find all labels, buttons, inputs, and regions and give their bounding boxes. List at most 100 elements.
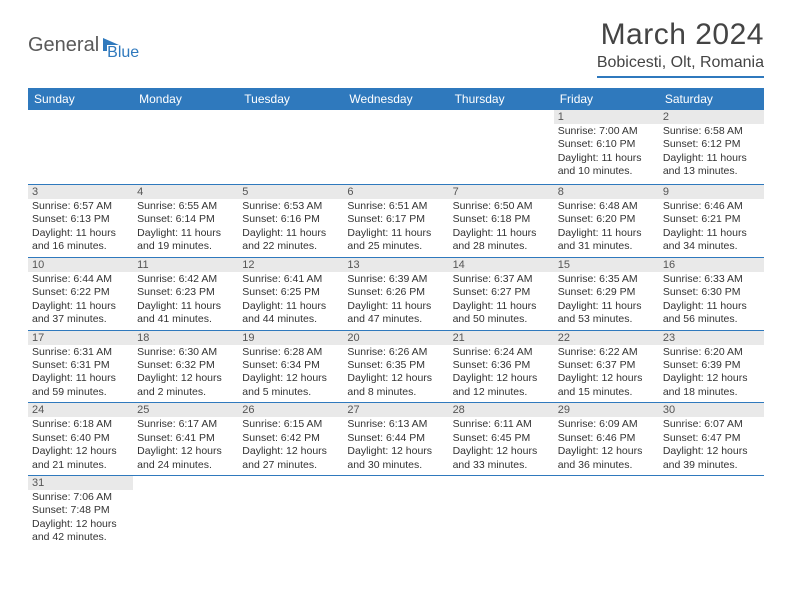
day-number: 15	[554, 258, 659, 272]
calendar-cell: 2Sunrise: 6:58 AMSunset: 6:12 PMDaylight…	[659, 110, 764, 185]
calendar-cell	[449, 110, 554, 185]
calendar-cell	[238, 110, 343, 185]
calendar-cell: 12Sunrise: 6:41 AMSunset: 6:25 PMDayligh…	[238, 257, 343, 330]
day-number: 26	[238, 403, 343, 417]
day-detail: Sunrise: 6:48 AMSunset: 6:20 PMDaylight:…	[554, 199, 659, 257]
day-detail: Sunrise: 6:22 AMSunset: 6:37 PMDaylight:…	[554, 345, 659, 403]
calendar-cell: 30Sunrise: 6:07 AMSunset: 6:47 PMDayligh…	[659, 403, 764, 476]
title-block: March 2024 Bobicesti, Olt, Romania	[597, 18, 764, 78]
location: Bobicesti, Olt, Romania	[597, 54, 764, 78]
calendar-head: SundayMondayTuesdayWednesdayThursdayFrid…	[28, 88, 764, 110]
day-detail: Sunrise: 6:58 AMSunset: 6:12 PMDaylight:…	[659, 124, 764, 182]
day-number: 14	[449, 258, 554, 272]
day-detail: Sunrise: 6:18 AMSunset: 6:40 PMDaylight:…	[28, 417, 133, 475]
logo: General Blue	[28, 28, 139, 62]
empty-cell	[449, 476, 554, 550]
calendar-cell	[554, 476, 659, 551]
day-number: 28	[449, 403, 554, 417]
month-title: March 2024	[597, 18, 764, 52]
calendar-cell	[238, 476, 343, 551]
calendar-table: SundayMondayTuesdayWednesdayThursdayFrid…	[28, 88, 764, 550]
calendar-cell: 20Sunrise: 6:26 AMSunset: 6:35 PMDayligh…	[343, 330, 448, 403]
weekday-header: Friday	[554, 88, 659, 110]
calendar-cell	[659, 476, 764, 551]
day-detail: Sunrise: 6:20 AMSunset: 6:39 PMDaylight:…	[659, 345, 764, 403]
calendar-cell: 8Sunrise: 6:48 AMSunset: 6:20 PMDaylight…	[554, 185, 659, 258]
day-detail: Sunrise: 6:13 AMSunset: 6:44 PMDaylight:…	[343, 417, 448, 475]
day-number: 6	[343, 185, 448, 199]
calendar-cell: 7Sunrise: 6:50 AMSunset: 6:18 PMDaylight…	[449, 185, 554, 258]
logo-text-2: Blue	[107, 44, 139, 62]
day-number: 23	[659, 331, 764, 345]
calendar-cell: 23Sunrise: 6:20 AMSunset: 6:39 PMDayligh…	[659, 330, 764, 403]
empty-cell	[238, 110, 343, 184]
calendar-cell: 16Sunrise: 6:33 AMSunset: 6:30 PMDayligh…	[659, 257, 764, 330]
calendar-cell: 22Sunrise: 6:22 AMSunset: 6:37 PMDayligh…	[554, 330, 659, 403]
calendar-cell: 5Sunrise: 6:53 AMSunset: 6:16 PMDaylight…	[238, 185, 343, 258]
calendar-cell: 21Sunrise: 6:24 AMSunset: 6:36 PMDayligh…	[449, 330, 554, 403]
day-number: 19	[238, 331, 343, 345]
calendar-cell	[133, 476, 238, 551]
day-detail: Sunrise: 6:09 AMSunset: 6:46 PMDaylight:…	[554, 417, 659, 475]
weekday-header: Saturday	[659, 88, 764, 110]
day-number: 10	[28, 258, 133, 272]
day-detail: Sunrise: 6:24 AMSunset: 6:36 PMDaylight:…	[449, 345, 554, 403]
day-number: 4	[133, 185, 238, 199]
weekday-header: Tuesday	[238, 88, 343, 110]
day-number: 1	[554, 110, 659, 124]
day-detail: Sunrise: 6:11 AMSunset: 6:45 PMDaylight:…	[449, 417, 554, 475]
weekday-header: Sunday	[28, 88, 133, 110]
day-detail: Sunrise: 6:31 AMSunset: 6:31 PMDaylight:…	[28, 345, 133, 403]
day-detail: Sunrise: 6:50 AMSunset: 6:18 PMDaylight:…	[449, 199, 554, 257]
empty-cell	[238, 476, 343, 550]
weekday-header: Thursday	[449, 88, 554, 110]
day-detail: Sunrise: 6:41 AMSunset: 6:25 PMDaylight:…	[238, 272, 343, 330]
day-detail: Sunrise: 7:00 AMSunset: 6:10 PMDaylight:…	[554, 124, 659, 182]
calendar-cell: 18Sunrise: 6:30 AMSunset: 6:32 PMDayligh…	[133, 330, 238, 403]
day-detail: Sunrise: 6:37 AMSunset: 6:27 PMDaylight:…	[449, 272, 554, 330]
day-number: 20	[343, 331, 448, 345]
day-detail: Sunrise: 6:46 AMSunset: 6:21 PMDaylight:…	[659, 199, 764, 257]
calendar-cell: 29Sunrise: 6:09 AMSunset: 6:46 PMDayligh…	[554, 403, 659, 476]
empty-cell	[133, 110, 238, 184]
day-number: 22	[554, 331, 659, 345]
calendar-cell	[28, 110, 133, 185]
calendar-cell: 14Sunrise: 6:37 AMSunset: 6:27 PMDayligh…	[449, 257, 554, 330]
day-number: 7	[449, 185, 554, 199]
calendar-cell: 28Sunrise: 6:11 AMSunset: 6:45 PMDayligh…	[449, 403, 554, 476]
calendar-cell: 4Sunrise: 6:55 AMSunset: 6:14 PMDaylight…	[133, 185, 238, 258]
calendar-cell: 1Sunrise: 7:00 AMSunset: 6:10 PMDaylight…	[554, 110, 659, 185]
day-detail: Sunrise: 6:26 AMSunset: 6:35 PMDaylight:…	[343, 345, 448, 403]
day-number: 16	[659, 258, 764, 272]
day-number: 30	[659, 403, 764, 417]
calendar-cell	[343, 110, 448, 185]
day-detail: Sunrise: 6:33 AMSunset: 6:30 PMDaylight:…	[659, 272, 764, 330]
day-number: 2	[659, 110, 764, 124]
day-number: 13	[343, 258, 448, 272]
day-number: 31	[28, 476, 133, 490]
day-detail: Sunrise: 6:53 AMSunset: 6:16 PMDaylight:…	[238, 199, 343, 257]
calendar-cell	[343, 476, 448, 551]
calendar-cell	[133, 110, 238, 185]
day-number: 25	[133, 403, 238, 417]
day-number: 27	[343, 403, 448, 417]
empty-cell	[133, 476, 238, 550]
calendar-cell: 31Sunrise: 7:06 AMSunset: 7:48 PMDayligh…	[28, 476, 133, 551]
day-number: 17	[28, 331, 133, 345]
day-number: 29	[554, 403, 659, 417]
header: General Blue March 2024 Bobicesti, Olt, …	[28, 18, 764, 78]
day-detail: Sunrise: 6:42 AMSunset: 6:23 PMDaylight:…	[133, 272, 238, 330]
day-number: 3	[28, 185, 133, 199]
empty-cell	[28, 110, 133, 184]
day-detail: Sunrise: 6:55 AMSunset: 6:14 PMDaylight:…	[133, 199, 238, 257]
day-detail: Sunrise: 6:17 AMSunset: 6:41 PMDaylight:…	[133, 417, 238, 475]
calendar-cell: 3Sunrise: 6:57 AMSunset: 6:13 PMDaylight…	[28, 185, 133, 258]
day-number: 21	[449, 331, 554, 345]
day-detail: Sunrise: 6:15 AMSunset: 6:42 PMDaylight:…	[238, 417, 343, 475]
calendar-cell: 26Sunrise: 6:15 AMSunset: 6:42 PMDayligh…	[238, 403, 343, 476]
day-number: 12	[238, 258, 343, 272]
calendar-cell: 6Sunrise: 6:51 AMSunset: 6:17 PMDaylight…	[343, 185, 448, 258]
empty-cell	[449, 110, 554, 184]
calendar-cell: 11Sunrise: 6:42 AMSunset: 6:23 PMDayligh…	[133, 257, 238, 330]
calendar-cell	[449, 476, 554, 551]
